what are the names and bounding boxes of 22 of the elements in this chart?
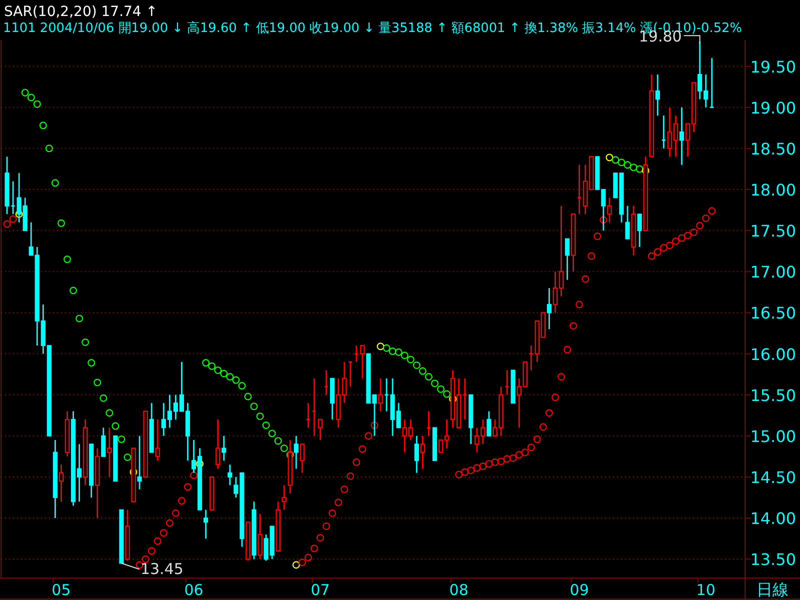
y-tick-label: 18.00 (750, 180, 796, 200)
y-tick-label: 19.50 (750, 57, 796, 76)
y-tick-label: 14.50 (750, 468, 796, 487)
x-tick-label: 07 (310, 581, 330, 599)
annotation: 13.45 (140, 560, 184, 578)
x-tick-label: 09 (570, 581, 589, 599)
y-tick-label: 17.50 (750, 222, 796, 241)
y-tick-label: 16.50 (750, 304, 796, 323)
y-tick-label: 15.50 (750, 386, 796, 405)
x-tick-label: 05 (52, 581, 71, 599)
y-tick-label: 16.00 (750, 344, 796, 364)
x-tick-label: 08 (449, 581, 468, 599)
x-axis-title: 日線 (756, 580, 788, 599)
x-tick-label: 10 (696, 581, 716, 599)
y-tick-label: 13.50 (750, 550, 796, 570)
y-tick-label: 19.00 (750, 98, 796, 118)
y-tick-label: 17.00 (750, 262, 796, 282)
y-tick-label: 18.50 (750, 139, 796, 158)
y-tick-label: 15.00 (750, 426, 796, 446)
x-tick-label: 06 (184, 581, 204, 599)
chart-title: SAR(10,2,20) 17.74 ↑ (4, 4, 158, 20)
y-tick-label: 14.00 (750, 509, 796, 528)
